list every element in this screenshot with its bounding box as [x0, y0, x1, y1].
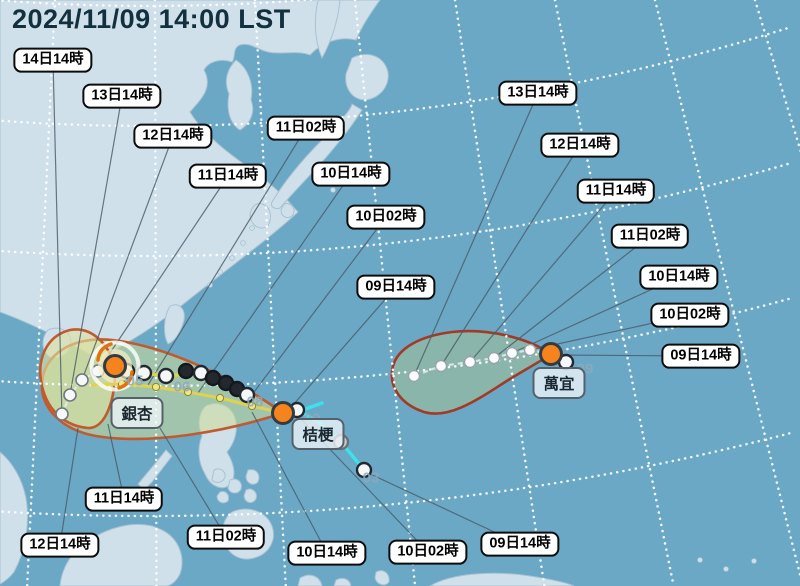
yinxing-wind-halo-ring: [89, 340, 141, 392]
graticule-parallel: [0, 162, 792, 258]
small-island: [751, 558, 757, 564]
manyi-current-position: [539, 342, 563, 366]
toraji-forecast-dot: [183, 387, 193, 397]
manyi-forecast-dot: [505, 346, 519, 360]
graticule-meridian: [653, 0, 800, 580]
landmass-visayas-1: [211, 468, 226, 483]
label-leader-line: [511, 276, 680, 354]
yinxing-past-dot: [238, 386, 256, 404]
landmass-sulawesi-1: [297, 574, 323, 586]
label-leader-line: [52, 59, 63, 419]
label-leader-line: [59, 427, 79, 546]
label-leader-line: [97, 175, 229, 372]
manyi-forecast-dot: [523, 343, 537, 357]
label-leader-line: [81, 135, 174, 381]
landmass-shikoku: [280, 203, 295, 218]
graticule-meridian: [353, 0, 417, 586]
label-leader-line: [493, 235, 651, 359]
landmass-new-guinea: [429, 572, 575, 586]
label-leader-line: [244, 216, 387, 405]
toraji-forecast-dot: [247, 401, 257, 411]
label-leader-line: [469, 190, 617, 363]
label-leader-line: [251, 411, 328, 554]
landmass-visayas-4: [216, 491, 229, 504]
small-island: [723, 566, 729, 572]
graticule-parallel: [0, 0, 321, 8]
landmass-visayas-2: [227, 478, 242, 494]
landmass-kyushu: [249, 203, 271, 229]
label-leader-line: [107, 423, 125, 500]
label-leader-line: [159, 427, 227, 538]
landmass-sakhalin: [314, 0, 341, 60]
small-island: [240, 240, 246, 246]
yinxing-past-dot: [177, 362, 195, 380]
toraji-past-dot: [332, 433, 350, 451]
manyi-forecast-dot: [487, 351, 501, 365]
landmass-mindanao: [222, 508, 274, 560]
graticule-meridian: [453, 0, 546, 586]
toraji-past-dot: [355, 461, 373, 479]
yinxing-spiral-arm: [117, 370, 134, 390]
yinxing-spiral-arm: [96, 342, 113, 362]
graticule-parallel: [0, 431, 792, 518]
landmass-sulawesi-2: [333, 577, 352, 586]
toraji-current-position: [271, 401, 295, 425]
small-island: [697, 557, 703, 563]
label-leader-line: [413, 92, 539, 377]
landmass-samar: [245, 469, 260, 485]
toraji-forecast-dot: [215, 393, 225, 403]
graticule-meridian: [753, 0, 800, 154]
small-island: [249, 225, 255, 231]
label-leader-line: [197, 173, 352, 394]
yinxing-past-dot: [157, 367, 175, 385]
graticule-parallel: [0, 26, 792, 128]
label-leader-line: [440, 144, 581, 367]
small-island: [330, 187, 336, 193]
landmass-taiwan: [164, 304, 185, 345]
yinxing-forecast-dot: [55, 407, 69, 421]
label-leader-line: [147, 127, 307, 386]
label-leader-line: [69, 95, 123, 396]
yinxing-current-position: [103, 354, 127, 378]
landmass-korea: [225, 59, 254, 131]
small-island: [327, 172, 333, 178]
landmass-hokkaido: [345, 54, 389, 101]
landmass-moluccas: [374, 570, 390, 586]
yinxing-forecast-dot: [63, 388, 77, 402]
manyi-forecast-dot: [463, 355, 477, 369]
label-leader-line: [285, 286, 397, 414]
manyi-forecast-dot: [407, 369, 421, 383]
landmass-visayas-3: [243, 488, 257, 504]
toraji-forecast-dot: [151, 382, 161, 392]
yinxing-forecast-dot: [75, 373, 89, 387]
manyi-forecast-dot: [434, 359, 448, 373]
small-island: [229, 255, 235, 261]
